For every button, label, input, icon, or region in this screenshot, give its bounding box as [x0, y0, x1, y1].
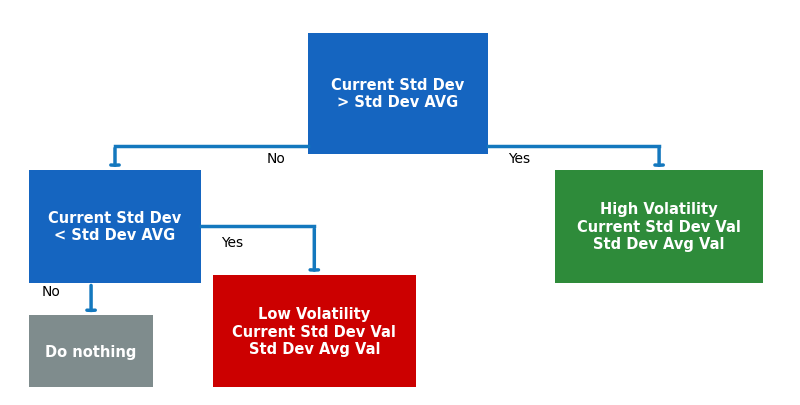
Text: Current Std Dev
> Std Dev AVG: Current Std Dev > Std Dev AVG — [331, 78, 465, 110]
Text: No: No — [267, 151, 286, 165]
Text: Yes: Yes — [222, 236, 244, 250]
Text: Do nothing: Do nothing — [46, 344, 137, 359]
FancyBboxPatch shape — [30, 171, 201, 283]
Text: Yes: Yes — [509, 151, 530, 165]
FancyBboxPatch shape — [308, 34, 488, 154]
FancyBboxPatch shape — [213, 275, 416, 388]
Text: No: No — [42, 284, 61, 298]
FancyBboxPatch shape — [555, 171, 762, 283]
Text: Low Volatility
Current Std Dev Val
Std Dev Avg Val: Low Volatility Current Std Dev Val Std D… — [232, 306, 396, 356]
FancyBboxPatch shape — [30, 315, 153, 388]
Text: High Volatility
Current Std Dev Val
Std Dev Avg Val: High Volatility Current Std Dev Val Std … — [577, 202, 741, 252]
Text: Current Std Dev
< Std Dev AVG: Current Std Dev < Std Dev AVG — [48, 211, 182, 243]
